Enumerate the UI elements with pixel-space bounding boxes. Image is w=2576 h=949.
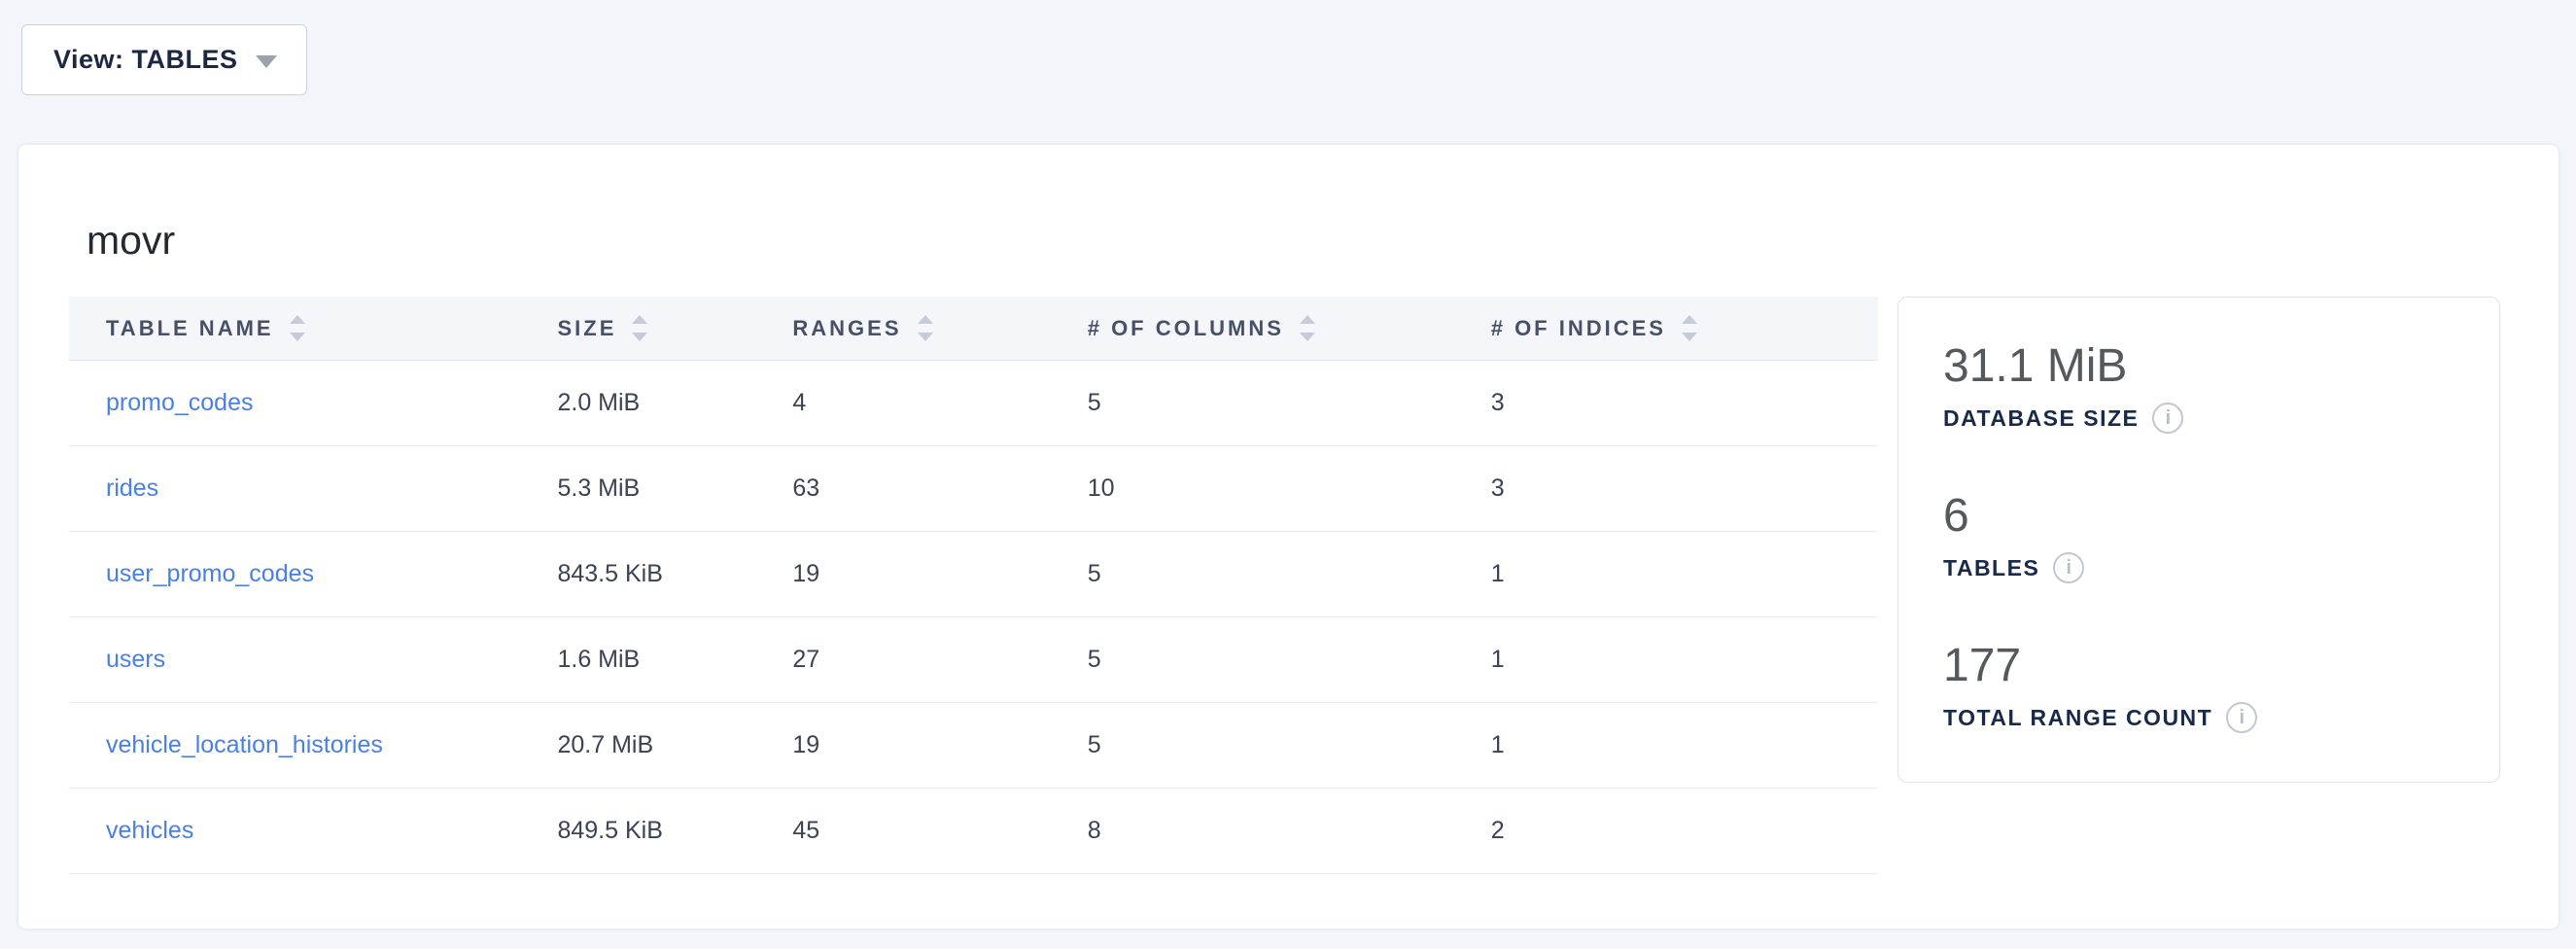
column-header-inner: TABLE NAME — [69, 315, 305, 341]
sort-asc-icon — [1681, 315, 1697, 324]
cell-ranges: 19 — [792, 702, 1088, 789]
column-header-ranges[interactable]: RANGES — [792, 297, 1088, 361]
stat-value: 6 — [1943, 490, 1969, 542]
cell-ranges: 27 — [792, 616, 1088, 703]
cell-name: vehicle_location_histories — [69, 702, 558, 789]
stat-value: 177 — [1943, 640, 2022, 691]
column-header-label: SIZE — [557, 315, 617, 340]
summary-stat: 31.1 MiB DATABASE SIZE i — [1943, 340, 2454, 434]
sort-desc-icon — [632, 333, 648, 341]
cell-indices: 3 — [1490, 360, 1878, 446]
cell-ranges: 63 — [792, 445, 1088, 532]
column-header-inner: SIZE — [557, 315, 648, 341]
table-row: vehicle_location_histories 20.7 MiB 19 5 1 — [69, 702, 1878, 789]
sort-icon[interactable] — [1299, 315, 1315, 341]
cell-size: 2.0 MiB — [557, 360, 793, 446]
cell-columns: 8 — [1087, 788, 1491, 874]
stat-value: 31.1 MiB — [1943, 340, 2128, 392]
table-row: promo_codes 2.0 MiB 4 5 3 — [69, 360, 1878, 446]
table-row: users 1.6 MiB 27 5 1 — [69, 616, 1878, 703]
cell-columns: 5 — [1087, 531, 1491, 617]
sort-icon[interactable] — [1681, 315, 1697, 341]
sort-asc-icon — [289, 315, 305, 324]
cell-columns: 5 — [1087, 360, 1491, 446]
sort-desc-icon — [289, 333, 305, 341]
info-icon[interactable]: i — [2053, 552, 2085, 583]
column-header-label: # OF INDICES — [1490, 315, 1666, 340]
column-header-inner: # OF COLUMNS — [1088, 315, 1315, 341]
tables-table-wrap: TABLE NAME SIZE RANGES # OF COLUMNS # OF IND… — [69, 297, 1878, 874]
info-icon[interactable]: i — [2152, 403, 2184, 434]
table-name-link[interactable]: vehicles — [106, 817, 194, 844]
column-header-table-name[interactable]: TABLE NAME — [69, 297, 558, 361]
table-row: rides 5.3 MiB 63 10 3 — [69, 445, 1878, 532]
stat-label-row: DATABASE SIZE i — [1943, 403, 2454, 434]
column-header-size[interactable]: SIZE — [557, 297, 793, 361]
column-header-inner: # OF INDICES — [1491, 315, 1697, 341]
cell-indices: 1 — [1490, 531, 1878, 617]
stat-label: TABLES — [1943, 554, 2040, 580]
table-row: vehicles 849.5 KiB 45 8 2 — [69, 788, 1878, 874]
database-content: TABLE NAME SIZE RANGES # OF COLUMNS # OF IND… — [69, 297, 2500, 874]
stat-label-row: TOTAL RANGE COUNT i — [1943, 702, 2454, 733]
column-header-label: TABLE NAME — [106, 315, 274, 340]
sort-icon[interactable] — [289, 315, 305, 341]
cell-name: rides — [69, 445, 558, 532]
table-row: user_promo_codes 843.5 KiB 19 5 1 — [69, 531, 1878, 617]
cell-size: 843.5 KiB — [557, 531, 793, 617]
cell-size: 1.6 MiB — [557, 616, 793, 703]
cell-ranges: 45 — [792, 788, 1088, 874]
database-card: movr TABLE NAME SIZE RANGES # OF COLUMNS # O… — [18, 145, 2559, 929]
cell-size: 849.5 KiB — [557, 788, 793, 874]
sort-icon[interactable] — [632, 315, 648, 341]
cell-name: vehicles — [69, 788, 558, 874]
sort-asc-icon — [632, 315, 648, 324]
page: View: TABLES movr TABLE NAME SIZE RANGES # … — [0, 0, 2576, 929]
summary-stat: 177 TOTAL RANGE COUNT i — [1943, 640, 2454, 733]
cell-indices: 1 — [1490, 616, 1878, 703]
info-icon[interactable]: i — [2226, 702, 2258, 733]
cell-name: promo_codes — [69, 360, 558, 446]
table-header-row: TABLE NAME SIZE RANGES # OF COLUMNS # OF IND… — [69, 297, 1878, 361]
cell-indices: 3 — [1490, 445, 1878, 532]
sort-asc-icon — [1299, 315, 1315, 324]
summary-stat: 6 TABLES i — [1943, 490, 2454, 583]
database-summary-panel: 31.1 MiB DATABASE SIZE i 6 TABLES i 177 TOTAL R… — [1897, 297, 2500, 783]
column-header-indices[interactable]: # OF INDICES — [1490, 297, 1878, 361]
column-header-columns[interactable]: # OF COLUMNS — [1087, 297, 1491, 361]
cell-size: 5.3 MiB — [557, 445, 793, 532]
sort-desc-icon — [917, 333, 933, 341]
view-selector-label: View: TABLES — [53, 45, 238, 74]
table-name-link[interactable]: vehicle_location_histories — [106, 731, 383, 758]
column-header-label: RANGES — [792, 315, 902, 340]
table-name-link[interactable]: users — [106, 646, 166, 673]
stat-label: DATABASE SIZE — [1943, 404, 2140, 431]
sort-icon[interactable] — [917, 315, 933, 341]
cell-columns: 5 — [1087, 616, 1491, 703]
cell-name: user_promo_codes — [69, 531, 558, 617]
sort-asc-icon — [917, 315, 933, 324]
sort-desc-icon — [1299, 333, 1315, 341]
tables-table: TABLE NAME SIZE RANGES # OF COLUMNS # OF IND… — [69, 297, 1878, 874]
cell-size: 20.7 MiB — [557, 702, 793, 789]
cell-ranges: 4 — [792, 360, 1088, 446]
sort-desc-icon — [1681, 333, 1697, 341]
cell-indices: 2 — [1490, 788, 1878, 874]
table-name-link[interactable]: user_promo_codes — [106, 560, 315, 587]
cell-columns: 10 — [1087, 445, 1491, 532]
cell-indices: 1 — [1490, 702, 1878, 789]
column-header-inner: RANGES — [792, 315, 933, 341]
table-name-link[interactable]: promo_codes — [106, 389, 254, 416]
chevron-down-icon — [255, 54, 277, 68]
toolbar: View: TABLES — [0, 0, 2576, 145]
cell-name: users — [69, 616, 558, 703]
stat-label-row: TABLES i — [1943, 552, 2454, 583]
column-header-label: # OF COLUMNS — [1087, 315, 1284, 340]
cell-ranges: 19 — [792, 531, 1088, 617]
stat-label: TOTAL RANGE COUNT — [1943, 704, 2213, 730]
view-selector-button[interactable]: View: TABLES — [21, 24, 307, 95]
cell-columns: 5 — [1087, 702, 1491, 789]
table-name-link[interactable]: rides — [106, 474, 159, 502]
database-title: movr — [87, 218, 176, 263]
